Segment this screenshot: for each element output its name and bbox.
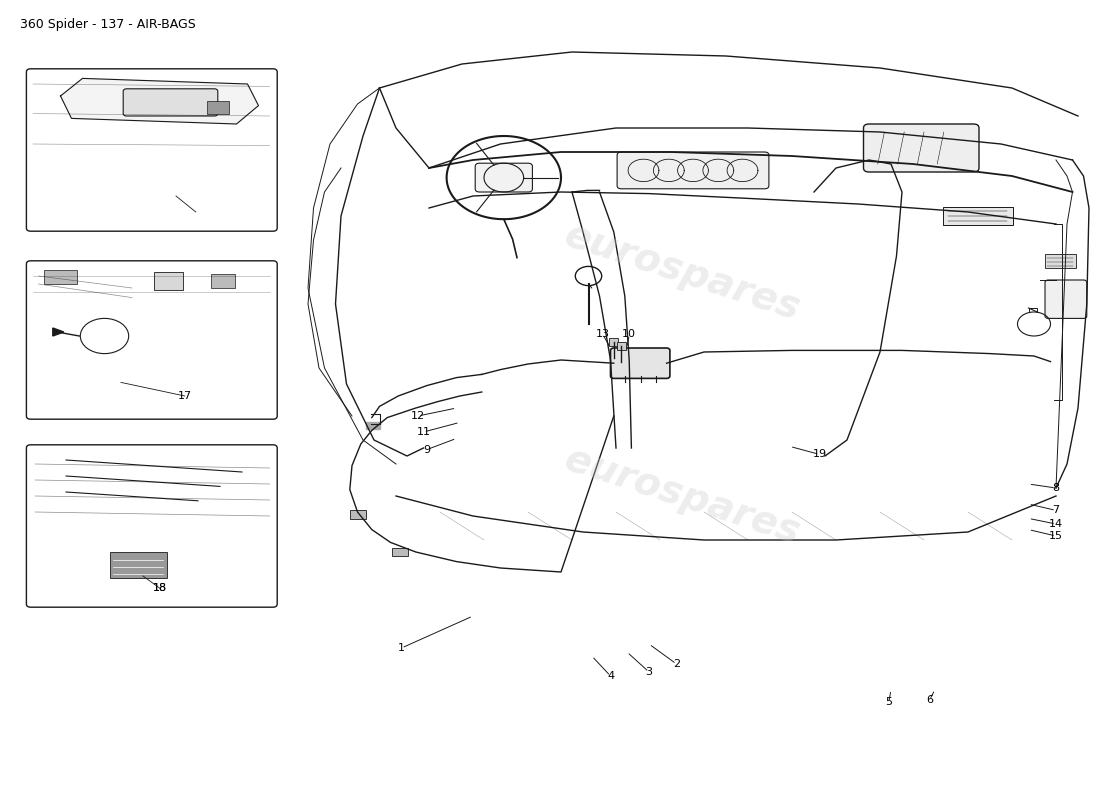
Bar (350, 510, 366, 519)
Text: 11: 11 (417, 427, 430, 437)
FancyBboxPatch shape (617, 152, 769, 189)
Text: eurospares: eurospares (559, 440, 805, 552)
FancyBboxPatch shape (26, 445, 277, 607)
Text: 10: 10 (623, 330, 636, 339)
Text: 15: 15 (1049, 531, 1063, 541)
Bar (211, 274, 235, 288)
Text: 6: 6 (926, 695, 933, 705)
Bar (609, 338, 618, 346)
Bar (366, 422, 379, 429)
Polygon shape (60, 78, 258, 124)
Bar (207, 101, 229, 114)
Text: 7: 7 (1053, 506, 1059, 515)
FancyBboxPatch shape (123, 89, 218, 116)
Bar (44, 270, 77, 284)
FancyBboxPatch shape (154, 272, 183, 290)
FancyBboxPatch shape (610, 348, 670, 378)
Text: 13: 13 (596, 330, 609, 339)
Polygon shape (53, 328, 64, 336)
Text: eurospares: eurospares (559, 216, 805, 328)
Text: 2: 2 (673, 659, 680, 669)
Bar (617, 342, 626, 350)
Text: 8: 8 (1053, 483, 1059, 493)
Bar (1045, 254, 1076, 268)
Bar (392, 548, 408, 556)
Text: 4: 4 (607, 671, 614, 681)
Text: 5: 5 (886, 698, 892, 707)
Text: 18: 18 (153, 583, 166, 593)
Text: 360 Spider - 137 - AIR-BAGS: 360 Spider - 137 - AIR-BAGS (20, 18, 196, 30)
Text: 12: 12 (411, 411, 425, 421)
FancyBboxPatch shape (864, 124, 979, 172)
FancyBboxPatch shape (1045, 280, 1087, 318)
FancyBboxPatch shape (26, 261, 277, 419)
Text: 9: 9 (424, 445, 430, 454)
Text: 3: 3 (646, 667, 652, 677)
Text: 19: 19 (813, 450, 826, 459)
Text: 18: 18 (153, 583, 166, 593)
Text: 1: 1 (398, 643, 405, 653)
FancyBboxPatch shape (475, 163, 532, 192)
FancyBboxPatch shape (943, 207, 1013, 225)
Text: 17: 17 (178, 391, 191, 401)
Text: 14: 14 (1049, 519, 1063, 529)
Bar (110, 552, 167, 578)
FancyBboxPatch shape (26, 69, 277, 231)
